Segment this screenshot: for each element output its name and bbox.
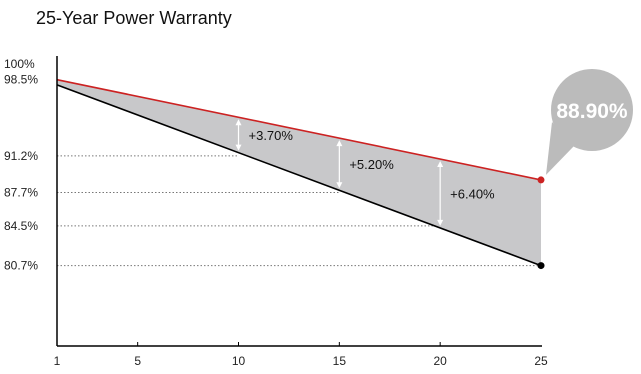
x-tick-label: 15 xyxy=(333,354,347,368)
chart-title: 25-Year Power Warranty xyxy=(36,8,232,28)
callout-label: 88.90% xyxy=(556,100,628,123)
x-tick-label: 10 xyxy=(232,354,246,368)
callout-bubble: 88.90% xyxy=(546,69,633,175)
difference-label: +5.20% xyxy=(349,157,394,172)
y-tick-label: 80.7% xyxy=(4,259,38,273)
x-tick-label: 5 xyxy=(134,354,141,368)
difference-label: +3.70% xyxy=(249,128,294,143)
arrow-head-up xyxy=(235,119,242,126)
y-tick-label: 84.5% xyxy=(4,219,38,233)
arrow-head-up xyxy=(437,161,444,168)
black-endpoint xyxy=(537,262,545,270)
series-lines xyxy=(56,78,545,270)
arrow-head-down xyxy=(235,144,242,151)
gap-area xyxy=(57,79,541,266)
y-tick-label: 100% xyxy=(4,57,35,71)
arrow-head-up xyxy=(336,140,343,147)
difference-label: +6.40% xyxy=(450,186,495,201)
callout-pointer xyxy=(546,122,574,175)
y-tick-label: 98.5% xyxy=(4,73,38,87)
callout-circle xyxy=(551,69,633,151)
warranty-gap-area xyxy=(57,79,541,266)
y-tick-label: 91.2% xyxy=(4,149,38,163)
arrow-head-down xyxy=(336,182,343,189)
x-tick-labels: 1 5 10 15 20 25 xyxy=(54,342,548,368)
arrow-head-down xyxy=(437,219,444,226)
x-tick-label: 20 xyxy=(433,354,447,368)
difference-arrows: +3.70% +5.20% +6.40% xyxy=(235,119,495,226)
y-tick-labels: 100% 98.5% 91.2% 87.7% 84.5% 80.7% xyxy=(4,57,38,273)
black-line xyxy=(56,84,542,267)
y-tick-label: 87.7% xyxy=(4,185,38,199)
red-endpoint xyxy=(537,176,545,184)
gridlines xyxy=(57,155,541,267)
x-tick-label: 25 xyxy=(534,354,548,368)
x-tick-label: 1 xyxy=(54,354,61,368)
red-line xyxy=(56,78,542,181)
